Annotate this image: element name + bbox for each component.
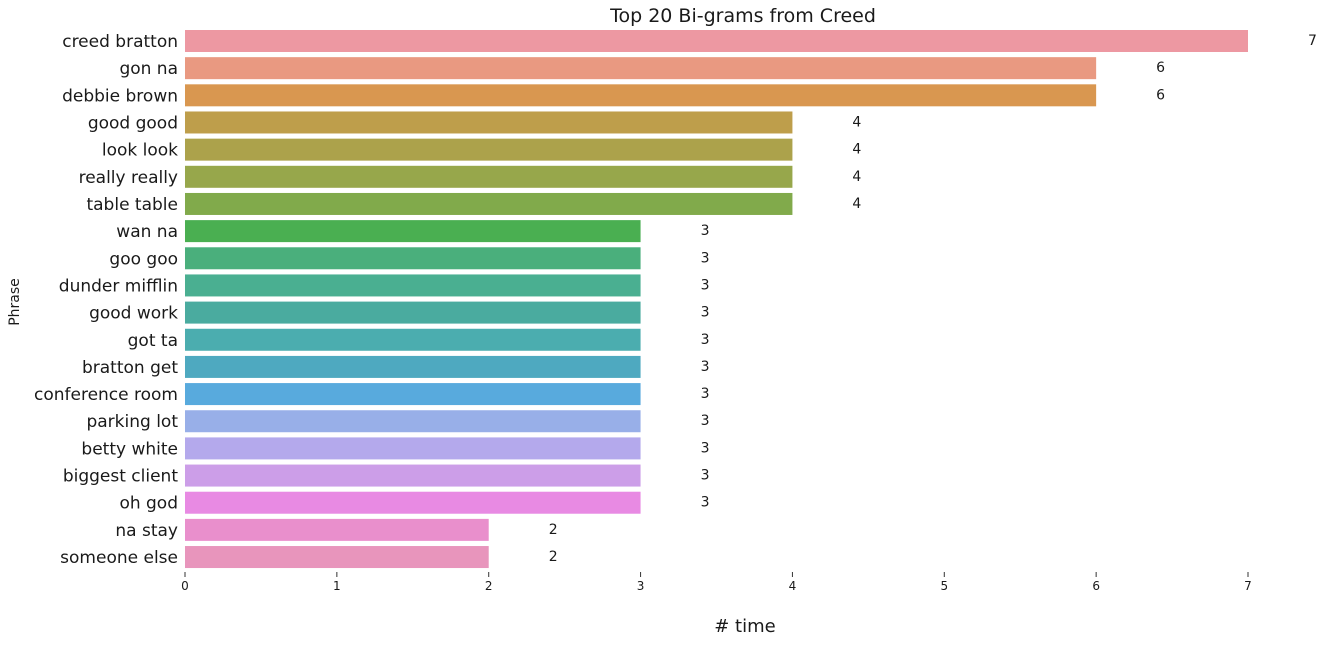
bar-4 bbox=[185, 138, 793, 161]
data-label-17: 3 bbox=[701, 495, 710, 511]
bar-2 bbox=[185, 84, 1097, 107]
data-label-14: 3 bbox=[701, 413, 710, 429]
data-label-10: 3 bbox=[701, 305, 710, 321]
bar-5 bbox=[185, 165, 793, 188]
data-label-8: 3 bbox=[701, 250, 710, 266]
category-label-6: table table bbox=[86, 195, 178, 215]
bar-0 bbox=[185, 30, 1248, 52]
bar-19 bbox=[185, 546, 489, 569]
bar-11 bbox=[185, 328, 641, 351]
data-label-1: 6 bbox=[1156, 60, 1165, 76]
x-tick-label-5: 5 bbox=[940, 579, 948, 593]
bar-13 bbox=[185, 383, 641, 406]
category-label-16: biggest client bbox=[63, 467, 179, 487]
data-label-19: 2 bbox=[549, 549, 558, 565]
bar-6 bbox=[185, 192, 793, 215]
data-label-3: 4 bbox=[852, 114, 861, 130]
data-label-16: 3 bbox=[701, 468, 710, 484]
x-axis-label: # time bbox=[714, 616, 775, 637]
x-tick-label-1: 1 bbox=[333, 579, 341, 593]
category-label-4: look look bbox=[102, 141, 178, 161]
category-label-14: parking lot bbox=[86, 412, 178, 432]
category-label-15: betty white bbox=[81, 439, 178, 459]
bar-1 bbox=[185, 57, 1097, 80]
category-label-0: creed bratton bbox=[62, 32, 178, 52]
bar-17 bbox=[185, 491, 641, 514]
y-axis-label: Phrase bbox=[7, 278, 23, 326]
x-axis-ticks: 0 1 2 3 4 5 6 7 bbox=[181, 572, 1252, 593]
bar-18 bbox=[185, 518, 489, 541]
data-label-9: 3 bbox=[701, 277, 710, 293]
category-label-2: debbie brown bbox=[62, 86, 178, 106]
data-label-11: 3 bbox=[701, 332, 710, 348]
bar-3 bbox=[185, 111, 793, 134]
x-tick-label-7: 7 bbox=[1244, 579, 1252, 593]
category-label-17: oh god bbox=[119, 494, 178, 514]
bar-7 bbox=[185, 220, 641, 243]
data-label-2: 6 bbox=[1156, 87, 1165, 103]
bar-9 bbox=[185, 274, 641, 297]
category-label-5: really really bbox=[79, 168, 178, 188]
data-label-0: 7 bbox=[1308, 33, 1317, 49]
bar-10 bbox=[185, 301, 641, 324]
data-label-12: 3 bbox=[701, 359, 710, 375]
data-label-15: 3 bbox=[701, 440, 710, 456]
bar-15 bbox=[185, 437, 641, 460]
data-label-18: 2 bbox=[549, 522, 558, 538]
category-label-11: got ta bbox=[128, 331, 178, 351]
x-tick-label-4: 4 bbox=[789, 579, 797, 593]
data-label-4: 4 bbox=[852, 142, 861, 158]
category-label-8: goo goo bbox=[109, 249, 178, 269]
x-tick-label-3: 3 bbox=[637, 579, 645, 593]
category-label-18: na stay bbox=[115, 521, 178, 541]
data-label-6: 4 bbox=[852, 196, 861, 212]
x-tick-label-6: 6 bbox=[1092, 579, 1100, 593]
category-label-10: good work bbox=[89, 304, 178, 324]
category-label-3: good good bbox=[88, 113, 178, 133]
bar-8 bbox=[185, 247, 641, 270]
category-label-7: wan na bbox=[116, 222, 178, 242]
data-label-13: 3 bbox=[701, 386, 710, 402]
category-label-1: gon na bbox=[119, 59, 178, 79]
chart-title: Top 20 Bi-grams from Creed bbox=[609, 5, 876, 27]
bar-14 bbox=[185, 410, 641, 433]
category-label-12: bratton get bbox=[82, 358, 178, 378]
x-tick-label-2: 2 bbox=[485, 579, 493, 593]
category-label-9: dunder mifflin bbox=[59, 276, 178, 296]
x-tick-label-0: 0 bbox=[181, 579, 189, 593]
bars-group: creed bratton 7 gon na 6 debbie brown 6 good g… bbox=[34, 30, 1317, 569]
category-label-19: someone else bbox=[60, 548, 178, 568]
data-label-7: 3 bbox=[701, 223, 710, 239]
bar-16 bbox=[185, 464, 641, 487]
category-label-13: conference room bbox=[34, 385, 178, 405]
bar-12 bbox=[185, 355, 641, 378]
data-label-5: 4 bbox=[852, 169, 861, 185]
